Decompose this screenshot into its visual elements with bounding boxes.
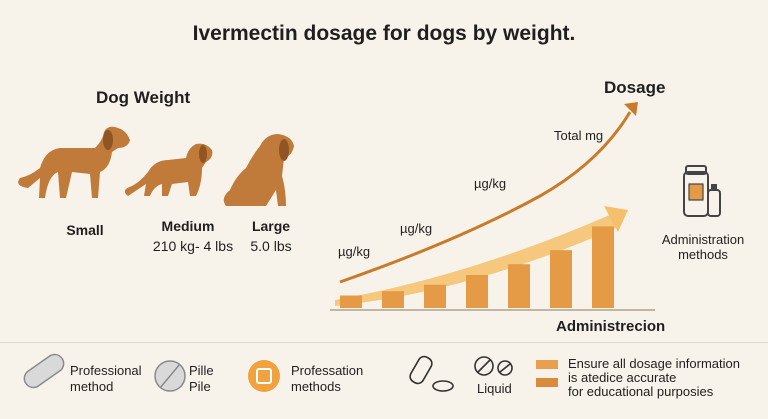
- pill-icon: [154, 360, 186, 392]
- legend-note-2: is atedice accurate: [568, 370, 677, 385]
- dosage-bar: [550, 250, 572, 308]
- legend-bars-icon: [536, 360, 558, 387]
- dosage-bar: [508, 264, 530, 308]
- curve-label-3: µg/kg: [338, 244, 371, 259]
- dog-size-small: Small: [66, 222, 104, 238]
- curve-label-total-mg: Total mg: [554, 128, 604, 143]
- dosage-bar: [466, 275, 488, 308]
- legend-note-3: for educational purposies: [568, 384, 714, 399]
- large-dog-icon: [223, 134, 294, 206]
- legend-professional-1: Professional: [70, 363, 142, 378]
- administration-label-1: Administration: [661, 232, 745, 247]
- dog-weight-medium: 210 kg- 4 lbs: [152, 238, 234, 254]
- dosage-bar: [340, 295, 362, 308]
- dog-weight-large: 5.0 lbs: [250, 238, 292, 254]
- administration-label-2: methods: [678, 247, 728, 262]
- legend-professation-1: Professation: [291, 363, 364, 378]
- dosage-curve: [339, 111, 632, 284]
- dosage-bar: [382, 291, 404, 308]
- dosage-arrow-head: [624, 102, 638, 116]
- band-arrow-head: [604, 206, 628, 232]
- dosage-band: [335, 214, 616, 306]
- capsule-icon: [23, 353, 65, 389]
- medium-dog-icon: [124, 143, 213, 196]
- legend-professation-2: methods: [291, 379, 341, 394]
- curve-label-2: µg/kg: [400, 221, 433, 236]
- dosage-bar: [424, 284, 446, 308]
- supplement-box-icon: [248, 360, 280, 392]
- axis-label: Administrecion: [556, 318, 666, 335]
- liquid-icon: [474, 356, 513, 376]
- legend-pille-1: Pille: [189, 363, 214, 378]
- dog-weight-heading: Dog Weight: [96, 88, 191, 107]
- page-title: Ivermectin dosage for dogs by weight.: [192, 22, 576, 45]
- dosage-bar: [592, 226, 614, 308]
- dog-size-medium: Medium: [161, 218, 215, 234]
- legend-note-1: Ensure all dosage information: [568, 356, 740, 371]
- dosage-label: Dosage: [604, 78, 666, 97]
- pills-container-icon: [409, 355, 454, 392]
- small-dog-icon: [18, 126, 131, 198]
- divider: [0, 342, 768, 343]
- legend-professional-2: method: [70, 379, 114, 394]
- legend-liquid: Liquid: [477, 381, 512, 396]
- curve-label-1: µg/kg: [474, 176, 507, 191]
- dog-size-large: Large: [251, 218, 291, 234]
- legend-pille-2: Pile: [189, 379, 211, 394]
